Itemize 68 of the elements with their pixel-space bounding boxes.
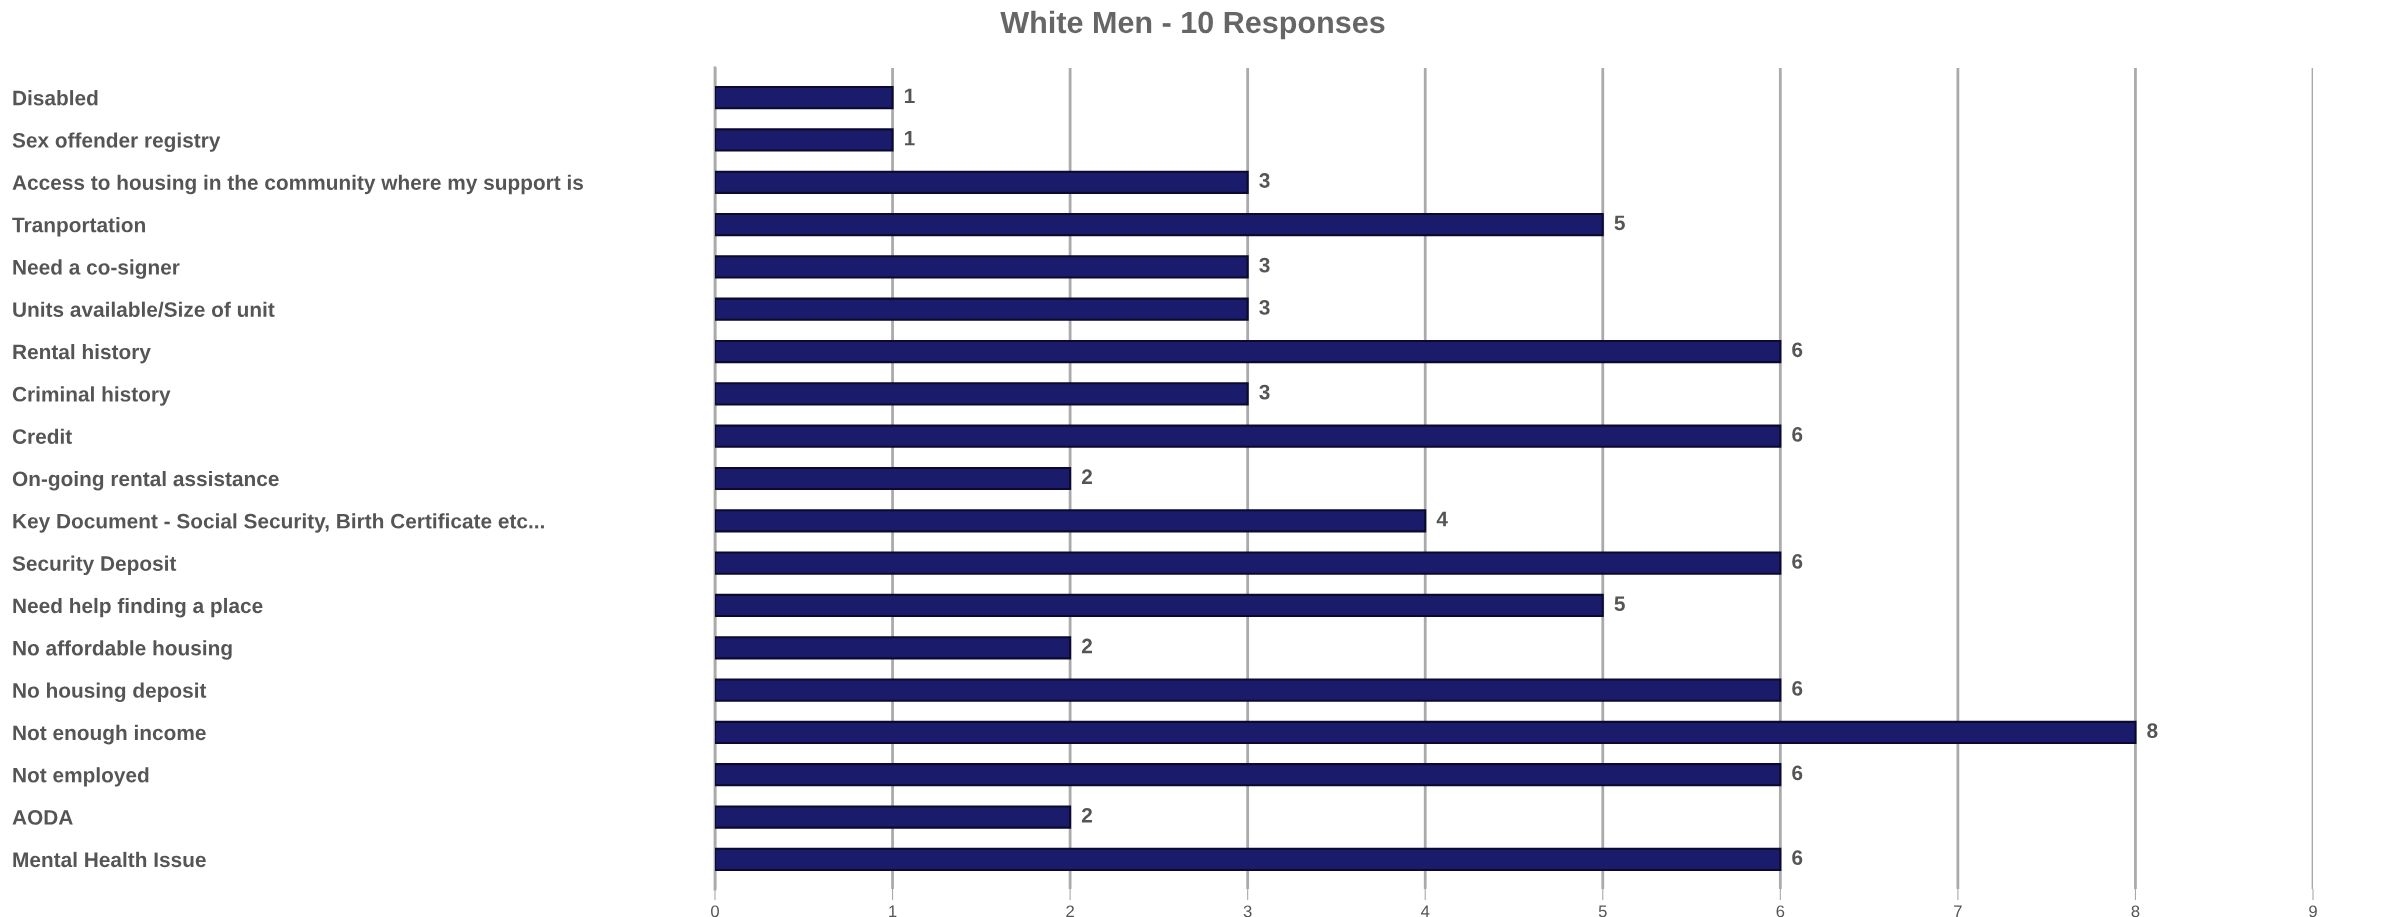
y-tick-label: Disabled (13, 90, 98, 106)
bar (715, 678, 1782, 702)
data-label: 4 (1436, 511, 1448, 527)
y-tick-label: Sex offender registry (12, 132, 221, 152)
x-tick-label: 7 (1954, 905, 1962, 917)
data-label: 6 (1792, 427, 1803, 442)
data-label: 6 (1792, 680, 1803, 696)
data-label: 3 (1259, 173, 1270, 188)
y-tick-label: No affordable housing (13, 640, 232, 660)
bar (715, 847, 1782, 871)
y-tick-label: Rental history (13, 343, 151, 364)
x-tick-label: 4 (1420, 905, 1430, 917)
y-tick-label: Access to housing in the community where my support is (12, 174, 583, 195)
y-tick-label: Key Document - Social Security, Birth Certificate etc... (13, 513, 544, 533)
y-tick-label: Need a co-signer (13, 259, 180, 279)
y-tick-label: Need help finding a place (13, 597, 263, 618)
x-tick-label: 3 (1243, 905, 1252, 917)
data-label: 5 (1614, 596, 1625, 612)
data-label: 2 (1081, 638, 1092, 654)
y-tick-label: Credit (12, 428, 72, 444)
y-tick-label: Mental Health Issue (13, 851, 206, 868)
bar (715, 128, 894, 152)
bar (715, 720, 2137, 745)
bar (715, 255, 1249, 279)
data-label: 2 (1081, 469, 1092, 484)
data-label: 3 (1259, 384, 1270, 400)
data-label: 1 (904, 88, 915, 104)
bar (715, 297, 1249, 321)
bar (715, 170, 1249, 194)
y-tick-label: No housing deposit (13, 682, 207, 703)
bar (715, 466, 1072, 491)
bar (715, 509, 1427, 533)
bar (715, 763, 1782, 787)
y-tick-label: Security Deposit (12, 555, 177, 576)
bar (715, 636, 1072, 660)
bar (715, 382, 1249, 406)
bar (715, 424, 1782, 448)
data-label: 6 (1792, 553, 1803, 569)
y-tick-label: On-going rental assistance (12, 470, 279, 491)
y-tick-label: Tranportation (12, 217, 145, 237)
bar (715, 212, 1604, 237)
data-label: 3 (1259, 257, 1270, 273)
x-tick-label: 8 (2131, 905, 2140, 917)
x-tick-label: 6 (1776, 905, 1785, 917)
x-tick-label: 2 (1066, 905, 1074, 917)
bar (715, 339, 1782, 364)
data-label: 8 (2147, 723, 2158, 739)
data-label: 5 (1614, 215, 1625, 231)
x-tick-label: 0 (711, 905, 719, 917)
y-tick-label: AODA (12, 810, 73, 825)
bar (715, 551, 1782, 575)
y-tick-label: Not employed (13, 767, 149, 787)
data-label: 3 (1259, 300, 1270, 315)
x-tick-label: 5 (1598, 905, 1607, 917)
x-tick-label: 9 (2309, 905, 2317, 917)
data-label: 6 (1792, 765, 1803, 781)
data-label: 6 (1792, 850, 1803, 865)
bar (715, 86, 894, 110)
data-label: 6 (1792, 342, 1803, 358)
y-tick-label: Units available/Size of unit (13, 301, 275, 318)
data-label: 2 (1081, 807, 1092, 823)
x-tick-label: 1 (889, 905, 897, 917)
bar (715, 805, 1072, 829)
y-tick-label: Not enough income (13, 724, 206, 745)
data-label: 1 (904, 131, 915, 146)
bar (715, 593, 1604, 618)
y-tick-label: Criminal history (12, 386, 171, 406)
chart-title: White Men - 10 Responses (1000, 10, 1385, 40)
